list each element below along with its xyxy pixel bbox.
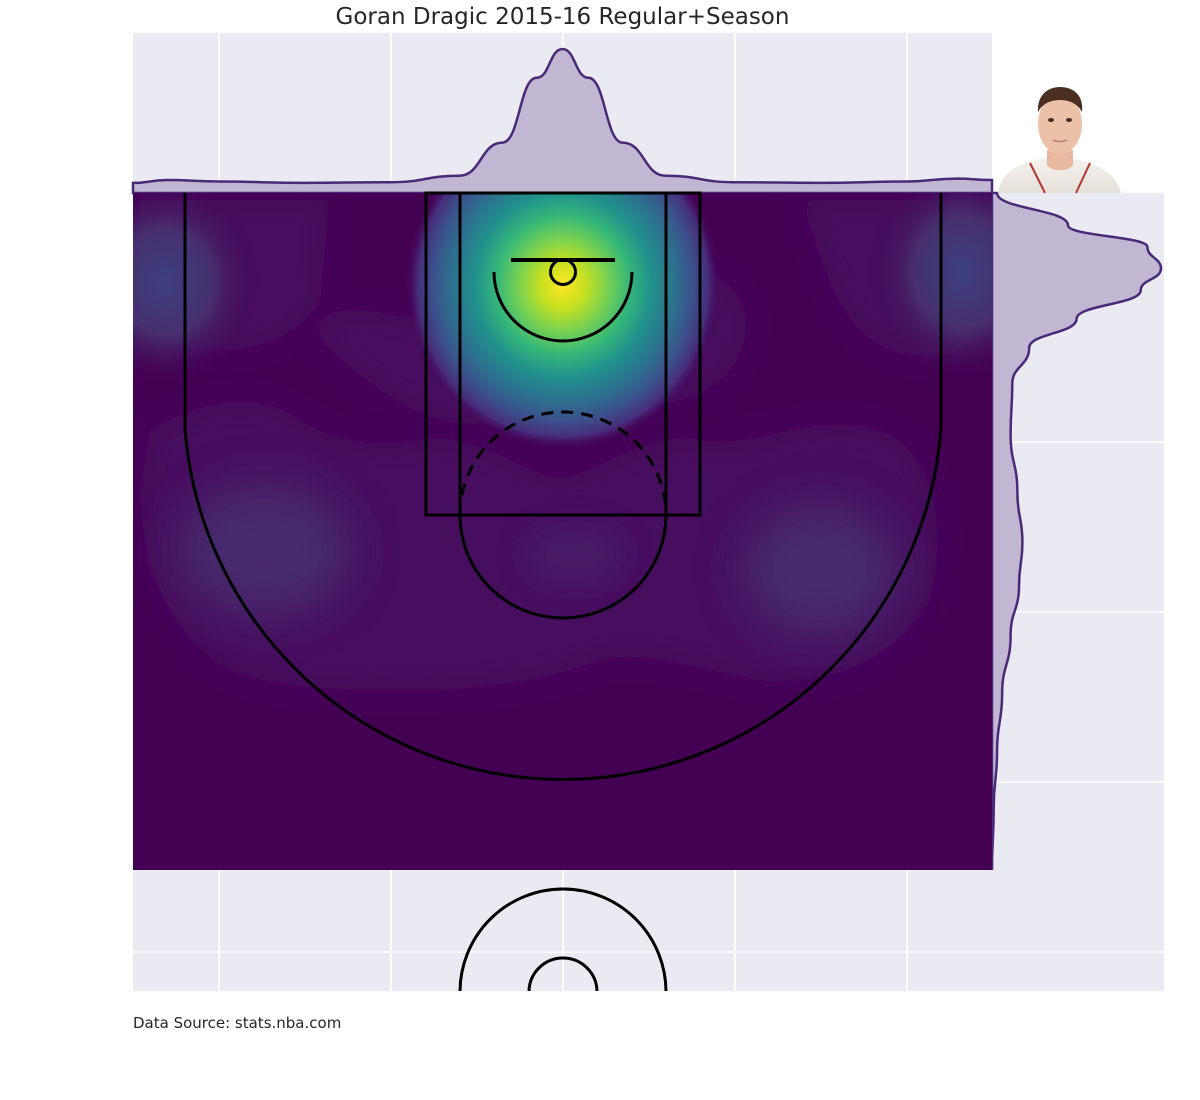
court-lines bbox=[183, 191, 943, 781]
kde-rim-hotspot bbox=[405, 193, 721, 450]
center-circle-outer bbox=[458, 887, 668, 991]
kde-right-wing bbox=[740, 500, 900, 640]
free-throw-arc-bottom bbox=[458, 514, 668, 620]
restricted-area-arc bbox=[492, 271, 634, 343]
kde-heatmap bbox=[133, 193, 992, 870]
kde-top-key bbox=[525, 525, 625, 585]
three-point-arc bbox=[183, 427, 943, 781]
kde-left-corner bbox=[133, 193, 260, 387]
gridlines bbox=[133, 33, 1164, 991]
chart-title: Goran Dragic 2015-16 Regular+Season bbox=[335, 4, 790, 30]
inner-paint bbox=[458, 191, 668, 517]
hoop bbox=[549, 258, 577, 286]
kde-left-wing bbox=[175, 480, 355, 620]
data-source-note: Data Source: stats.nba.com bbox=[133, 1014, 342, 1032]
center-circle-inner bbox=[527, 956, 599, 991]
y-marginal-density bbox=[990, 191, 1163, 871]
kde-right-corner bbox=[867, 193, 992, 382]
player-headshot bbox=[998, 87, 1121, 194]
center-court bbox=[458, 887, 668, 991]
free-throw-arc-top bbox=[458, 410, 668, 516]
x-marginal-density bbox=[131, 47, 994, 195]
